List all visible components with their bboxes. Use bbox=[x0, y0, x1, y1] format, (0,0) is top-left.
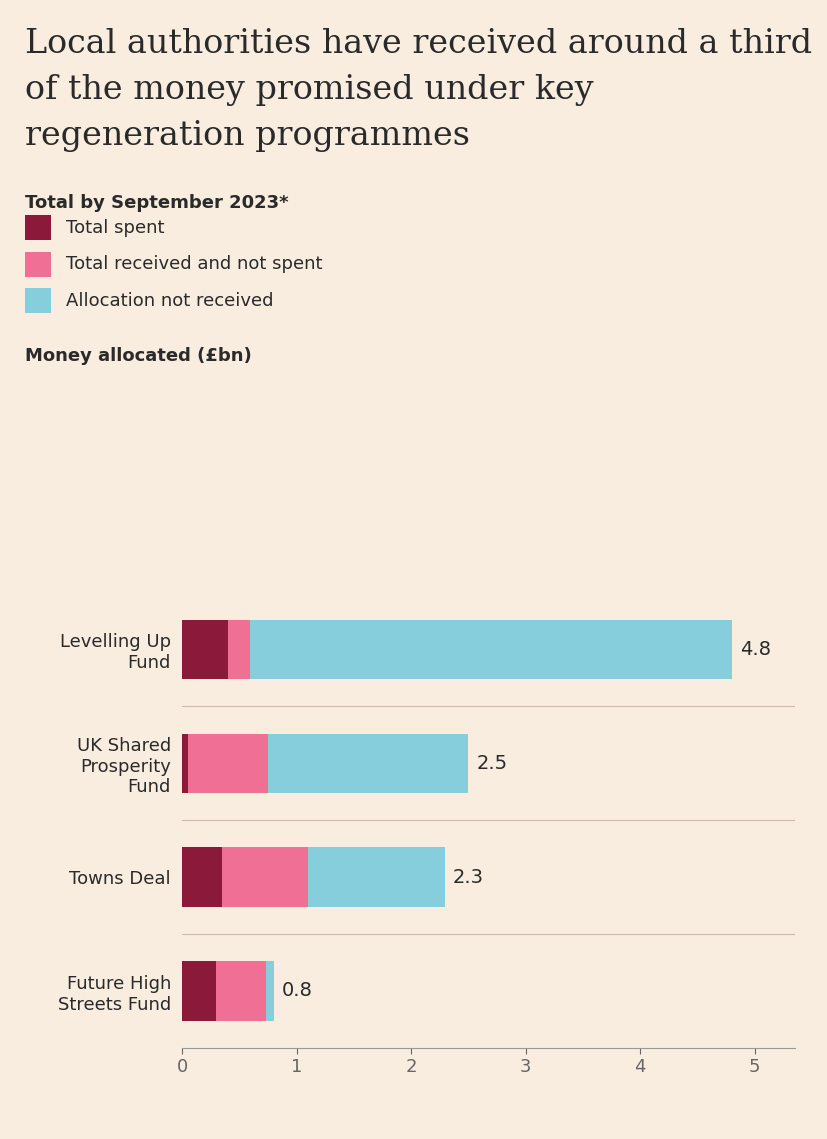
Bar bbox=[182, 620, 227, 679]
Bar bbox=[216, 961, 265, 1021]
Bar bbox=[265, 961, 274, 1021]
Bar bbox=[250, 620, 731, 679]
Text: Total received and not spent: Total received and not spent bbox=[66, 255, 323, 273]
Bar bbox=[182, 734, 189, 793]
Bar bbox=[182, 961, 216, 1021]
Text: Total spent: Total spent bbox=[66, 219, 165, 237]
Bar bbox=[227, 620, 250, 679]
Bar bbox=[222, 847, 308, 907]
Text: 0.8: 0.8 bbox=[281, 982, 313, 1000]
Bar bbox=[268, 734, 468, 793]
Bar bbox=[308, 847, 444, 907]
Text: 2.5: 2.5 bbox=[476, 754, 507, 772]
Text: Total by September 2023*: Total by September 2023* bbox=[25, 194, 288, 212]
Bar bbox=[189, 734, 268, 793]
Text: Money allocated (£bn): Money allocated (£bn) bbox=[25, 347, 251, 366]
Text: 2.3: 2.3 bbox=[452, 868, 484, 886]
Text: 4.8: 4.8 bbox=[739, 640, 770, 658]
Bar bbox=[182, 847, 222, 907]
Text: regeneration programmes: regeneration programmes bbox=[25, 120, 469, 151]
Text: Local authorities have received around a third: Local authorities have received around a… bbox=[25, 28, 811, 60]
Text: of the money promised under key: of the money promised under key bbox=[25, 74, 593, 106]
Text: Allocation not received: Allocation not received bbox=[66, 292, 274, 310]
